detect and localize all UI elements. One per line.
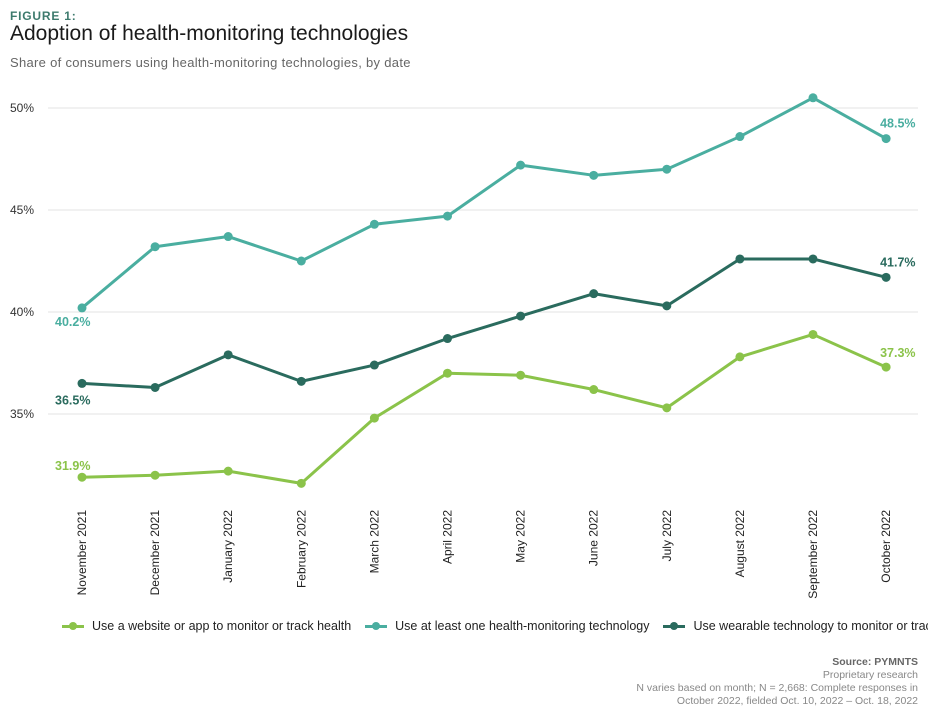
y-tick-label: 45% [10,203,34,217]
data-point [589,170,599,180]
data-point [516,160,526,170]
x-tick-label: December 2021 [148,510,162,596]
legend-label: Use a website or app to monitor or track… [92,619,352,633]
data-point [516,311,526,321]
data-point [808,93,818,103]
chart-title: Adoption of health-monitoring technologi… [10,22,409,45]
data-point [589,385,599,395]
y-tick-label: 35% [10,407,34,421]
data-point [223,466,233,476]
data-point [881,134,891,144]
data-point [296,478,306,488]
x-tick-label: June 2022 [587,510,601,566]
data-point [369,219,379,229]
end-data-label: 41.7% [880,255,915,269]
y-tick-label: 50% [10,101,34,115]
data-point [223,232,233,242]
data-point [369,360,379,370]
start-data-label: 31.9% [55,459,90,473]
data-point [150,470,160,480]
legend-swatch [62,621,84,630]
data-point [77,472,87,482]
data-point [808,254,818,264]
data-point [150,382,160,392]
x-tick-label: July 2022 [660,510,674,562]
series-line [81,332,887,485]
data-point [662,164,672,174]
data-point [881,272,891,282]
data-point [662,403,672,413]
data-point [296,256,306,266]
footer-line: October 2022, fielded Oct. 10, 2022 – Oc… [676,695,918,707]
data-point [808,329,818,339]
legend-label: Use wearable technology to monitor or tr… [693,619,928,633]
data-point [77,378,87,388]
y-tick-label: 40% [10,305,34,319]
legend-swatch [365,621,388,630]
start-data-label: 36.5% [55,393,90,407]
data-point [443,334,452,344]
data-point [443,368,452,378]
x-tick-label: August 2022 [733,510,747,578]
legend-item-at-least-one: Use at least one health-monitoring techn… [365,619,649,633]
data-point [735,132,745,142]
data-point [296,376,306,386]
x-tick-label: September 2022 [806,510,820,599]
data-point [881,362,891,372]
data-point [443,211,452,221]
source: Source: PYMNTS [832,656,918,668]
data-point [735,352,745,362]
x-tick-label: April 2022 [441,510,455,564]
series-line [81,96,887,310]
legend-item-website-app: Use a website or app to monitor or track… [62,619,351,633]
x-tick-label: November 2021 [75,510,89,596]
legend-swatch [663,621,686,630]
x-tick-label: January 2022 [221,510,235,583]
chart-subtitle: Share of consumers using health-monitori… [10,55,411,70]
legend: Use a website or app to monitor or track… [62,619,928,633]
legend-item-wearable: Use wearable technology to monitor or tr… [663,619,928,633]
series-line [81,257,887,389]
footer-line: N varies based on month; N = 2,668: Comp… [636,682,918,694]
data-point [223,350,233,360]
data-point [662,301,672,311]
data-point [150,242,160,252]
x-tick-label: March 2022 [367,510,381,574]
x-tick-label: May 2022 [514,510,528,563]
data-point [77,303,87,313]
start-data-label: 40.2% [55,315,90,329]
data-point [589,289,599,299]
x-tick-label: February 2022 [294,510,308,588]
legend-label: Use at least one health-monitoring techn… [395,619,650,633]
data-point [369,413,379,423]
footer-line: Proprietary research [822,669,918,681]
data-point [735,254,745,264]
end-data-label: 37.3% [880,346,915,360]
figure-label: FIGURE 1: [10,9,77,23]
end-data-label: 48.5% [880,117,915,131]
x-tick-label: October 2022 [879,510,893,583]
data-point [516,370,526,380]
footer: Source: PYMNTS Proprietary research N va… [636,656,918,708]
